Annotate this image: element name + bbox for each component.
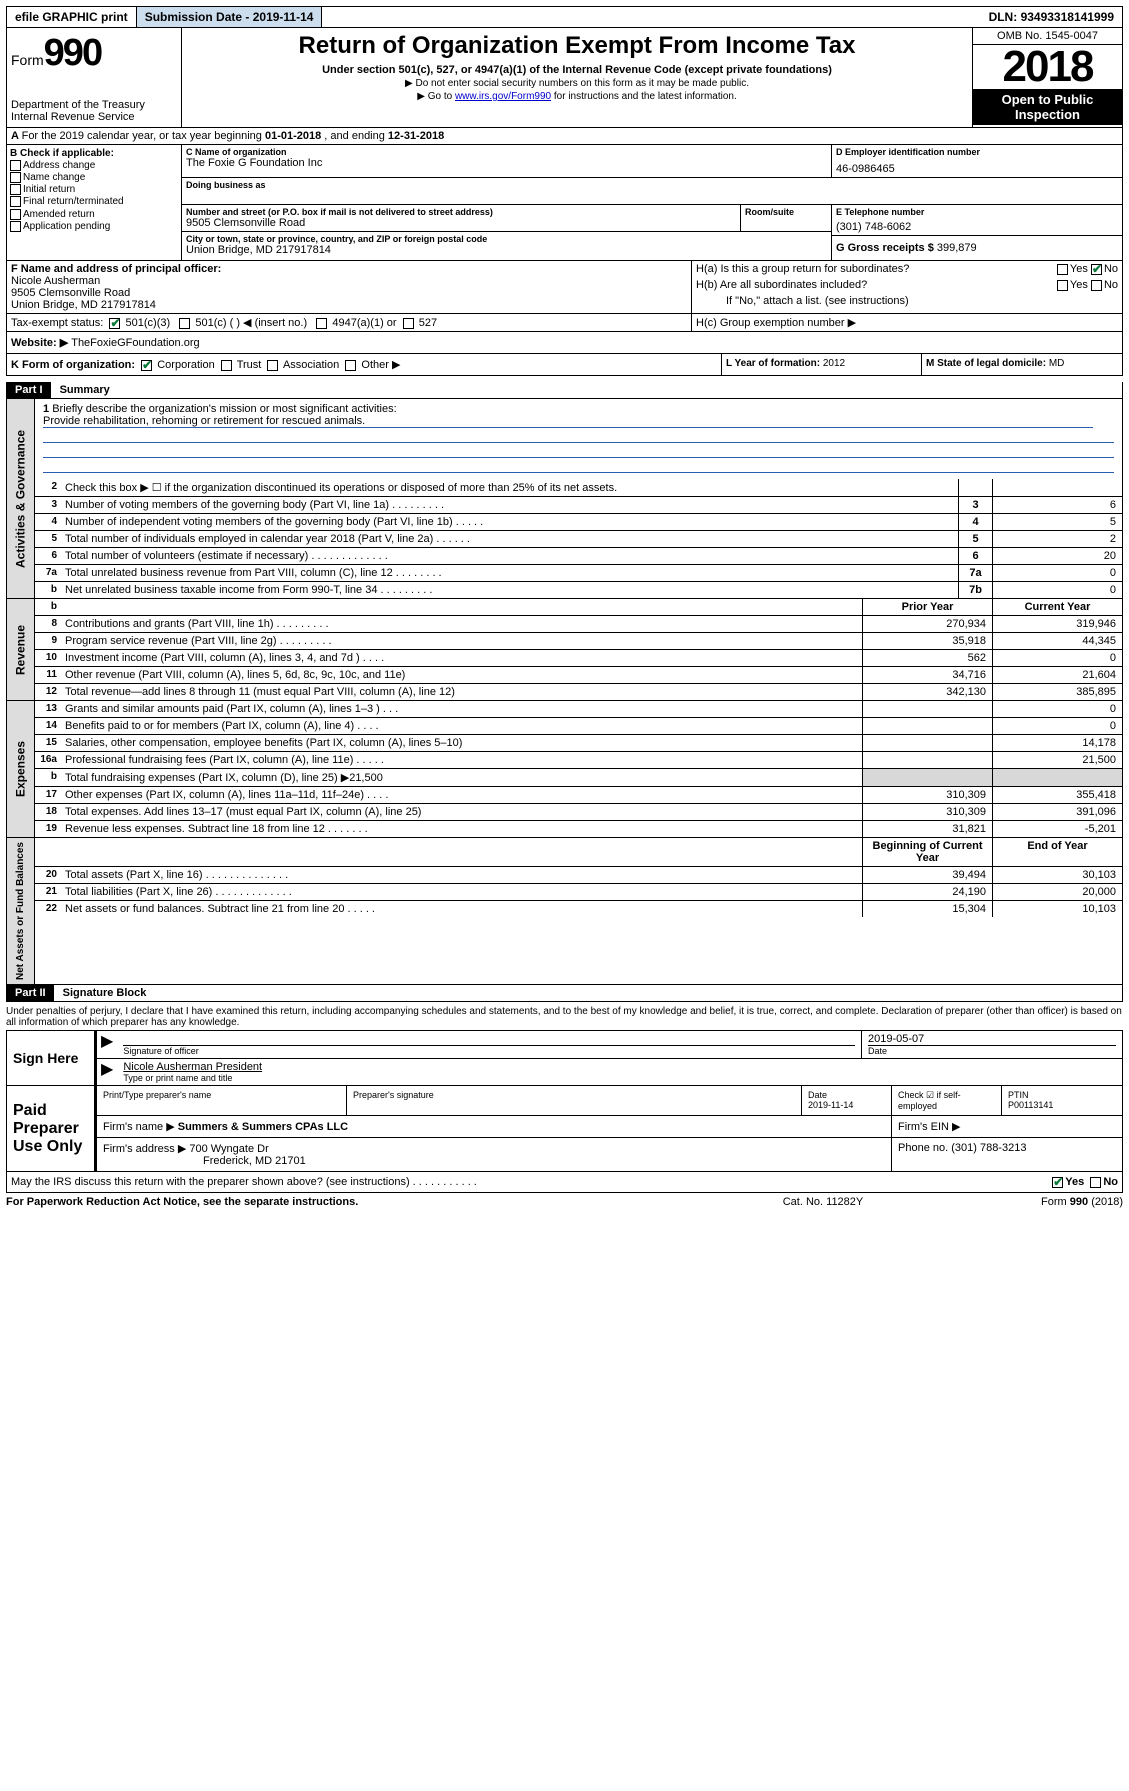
rev-line: 12Total revenue—add lines 8 through 11 (…	[35, 684, 1122, 700]
sig-date: 2019-05-07 Date	[862, 1031, 1122, 1058]
gov-line: 7aTotal unrelated business revenue from …	[35, 565, 1122, 582]
officer-signature: Signature of officer	[117, 1031, 862, 1058]
header-mid: Return of Organization Exempt From Incom…	[182, 28, 972, 127]
expenses-section: Expenses 13Grants and similar amounts pa…	[6, 701, 1123, 838]
principal-officer: F Name and address of principal officer:…	[7, 261, 692, 313]
exp-line: 14Benefits paid to or for members (Part …	[35, 718, 1122, 735]
paid-preparer: Paid Preparer Use Only Print/Type prepar…	[6, 1086, 1123, 1172]
gov-line: bNet unrelated business taxable income f…	[35, 582, 1122, 598]
exp-line: 16aProfessional fundraising fees (Part I…	[35, 752, 1122, 769]
vtab-governance: Activities & Governance	[7, 399, 35, 598]
dba-cell: Doing business as	[182, 178, 1122, 205]
rev-line: 11Other revenue (Part VIII, column (A), …	[35, 667, 1122, 684]
note-link: ▶ Go to www.irs.gov/Form990 for instruct…	[186, 91, 968, 102]
gross-receipts: G Gross receipts $ 399,879	[832, 235, 1122, 260]
arrow-icon: ▶	[97, 1031, 117, 1058]
vtab-expenses: Expenses	[7, 701, 35, 837]
chk-other[interactable]	[345, 360, 356, 371]
ein-cell: D Employer identification number 46-0986…	[832, 145, 1122, 177]
top-bar: efile GRAPHIC print Submission Date - 20…	[6, 6, 1123, 28]
na-header: Beginning of Current Year End of Year	[35, 838, 1122, 867]
form-title: Return of Organization Exempt From Incom…	[186, 32, 968, 60]
part-i-header: Part I Summary	[6, 382, 1123, 399]
part-ii-header: Part II Signature Block	[6, 985, 1123, 1002]
tax-year: 2018	[973, 45, 1122, 89]
year-formation: L Year of formation: 2012	[722, 354, 922, 375]
officer-name: Nicole Ausherman President Type or print…	[117, 1059, 1122, 1085]
signature-block: Under penalties of perjury, I declare th…	[6, 1004, 1123, 1193]
gov-line: 5Total number of individuals employed in…	[35, 531, 1122, 548]
arrow-icon: ▶	[97, 1059, 117, 1085]
chk-amended[interactable]: Amended return	[10, 209, 178, 220]
chk-app-pending[interactable]: Application pending	[10, 221, 178, 232]
exp-line: bTotal fundraising expenses (Part IX, co…	[35, 769, 1122, 787]
gov-line: 2Check this box ▶ ☐ if the organization …	[35, 479, 1122, 497]
exp-line: 19Revenue less expenses. Subtract line 1…	[35, 821, 1122, 837]
group-return: H(a) Is this a group return for subordin…	[692, 261, 1122, 313]
tax-exempt-row: Tax-exempt status: 501(c)(3) 501(c) ( ) …	[6, 314, 1123, 332]
submission-date-cell: Submission Date - 2019-11-14	[137, 7, 323, 27]
rev-line: 10Investment income (Part VIII, column (…	[35, 650, 1122, 667]
telephone-cell: E Telephone number (301) 748-6062	[832, 205, 1122, 235]
vtab-revenue: Revenue	[7, 599, 35, 700]
mission-block: 1 Briefly describe the organization's mi…	[35, 399, 1122, 479]
page-footer: For Paperwork Reduction Act Notice, see …	[6, 1193, 1123, 1211]
exp-line: 18Total expenses. Add lines 13–17 (must …	[35, 804, 1122, 821]
na-line: 20Total assets (Part X, line 16) . . . .…	[35, 867, 1122, 884]
note-ssn: ▶ Do not enter social security numbers o…	[186, 78, 968, 89]
website-row: Website: ▶ TheFoxieGFoundation.org	[6, 332, 1123, 354]
net-assets-section: Net Assets or Fund Balances Beginning of…	[6, 838, 1123, 985]
room-cell: Room/suite	[741, 205, 831, 231]
rev-line: 8Contributions and grants (Part VIII, li…	[35, 616, 1122, 633]
chk-assoc[interactable]	[267, 360, 278, 371]
chk-4947[interactable]	[316, 318, 327, 329]
form-number: Form990	[11, 32, 177, 75]
irs-link[interactable]: www.irs.gov/Form990	[455, 91, 551, 102]
row-a-tax-year: A For the 2019 calendar year, or tax yea…	[6, 128, 1123, 145]
na-line: 21Total liabilities (Part X, line 26) . …	[35, 884, 1122, 901]
city-cell: City or town, state or province, country…	[182, 232, 831, 258]
revenue-section: Revenue b Prior Year Current Year 8Contr…	[6, 599, 1123, 701]
chk-address-change[interactable]: Address change	[10, 160, 178, 171]
chk-501c3[interactable]	[109, 318, 120, 329]
chk-trust[interactable]	[221, 360, 232, 371]
col-cd: C Name of organization The Foxie G Found…	[182, 145, 1122, 260]
vtab-net-assets: Net Assets or Fund Balances	[7, 838, 35, 984]
form-subtitle: Under section 501(c), 527, or 4947(a)(1)…	[186, 64, 968, 76]
gov-line: 3Number of voting members of the governi…	[35, 497, 1122, 514]
exp-line: 13Grants and similar amounts paid (Part …	[35, 701, 1122, 718]
header-left: Form990 Department of the Treasury Inter…	[7, 28, 182, 127]
state-domicile: M State of legal domicile: MD	[922, 354, 1122, 375]
chk-initial-return[interactable]: Initial return	[10, 184, 178, 195]
chk-527[interactable]	[403, 318, 414, 329]
klm-row: K Form of organization: Corporation Trus…	[6, 354, 1123, 376]
org-name-cell: C Name of organization The Foxie G Found…	[182, 145, 832, 177]
top-spacer	[322, 7, 980, 27]
form-of-org: K Form of organization: Corporation Trus…	[7, 354, 722, 375]
gov-line: 4Number of independent voting members of…	[35, 514, 1122, 531]
chk-501c[interactable]	[179, 318, 190, 329]
exp-line: 15Salaries, other compensation, employee…	[35, 735, 1122, 752]
efile-label: efile GRAPHIC print	[7, 7, 137, 27]
discuss-row: May the IRS discuss this return with the…	[6, 1172, 1123, 1193]
rev-header: b Prior Year Current Year	[35, 599, 1122, 616]
entity-block: B Check if applicable: Address change Na…	[6, 145, 1123, 261]
department: Department of the Treasury Internal Reve…	[11, 99, 177, 123]
open-to-public: Open to Public Inspection	[973, 89, 1122, 125]
rev-line: 9Program service revenue (Part VIII, lin…	[35, 633, 1122, 650]
gov-line: 6Total number of volunteers (estimate if…	[35, 548, 1122, 565]
chk-final-return[interactable]: Final return/terminated	[10, 196, 178, 207]
chk-corp[interactable]	[141, 360, 152, 371]
dln-cell: DLN: 93493318141999	[981, 7, 1122, 27]
fh-block: F Name and address of principal officer:…	[6, 261, 1123, 314]
chk-name-change[interactable]: Name change	[10, 172, 178, 183]
activities-governance: Activities & Governance 1 Briefly descri…	[6, 399, 1123, 599]
sign-here-label: Sign Here	[7, 1031, 97, 1085]
form-header: Form990 Department of the Treasury Inter…	[6, 28, 1123, 128]
exp-line: 17Other expenses (Part IX, column (A), l…	[35, 787, 1122, 804]
na-line: 22Net assets or fund balances. Subtract …	[35, 901, 1122, 917]
col-b-checkboxes: B Check if applicable: Address change Na…	[7, 145, 182, 260]
street-cell: Number and street (or P.O. box if mail i…	[182, 205, 741, 231]
header-right: OMB No. 1545-0047 2018 Open to Public In…	[972, 28, 1122, 127]
